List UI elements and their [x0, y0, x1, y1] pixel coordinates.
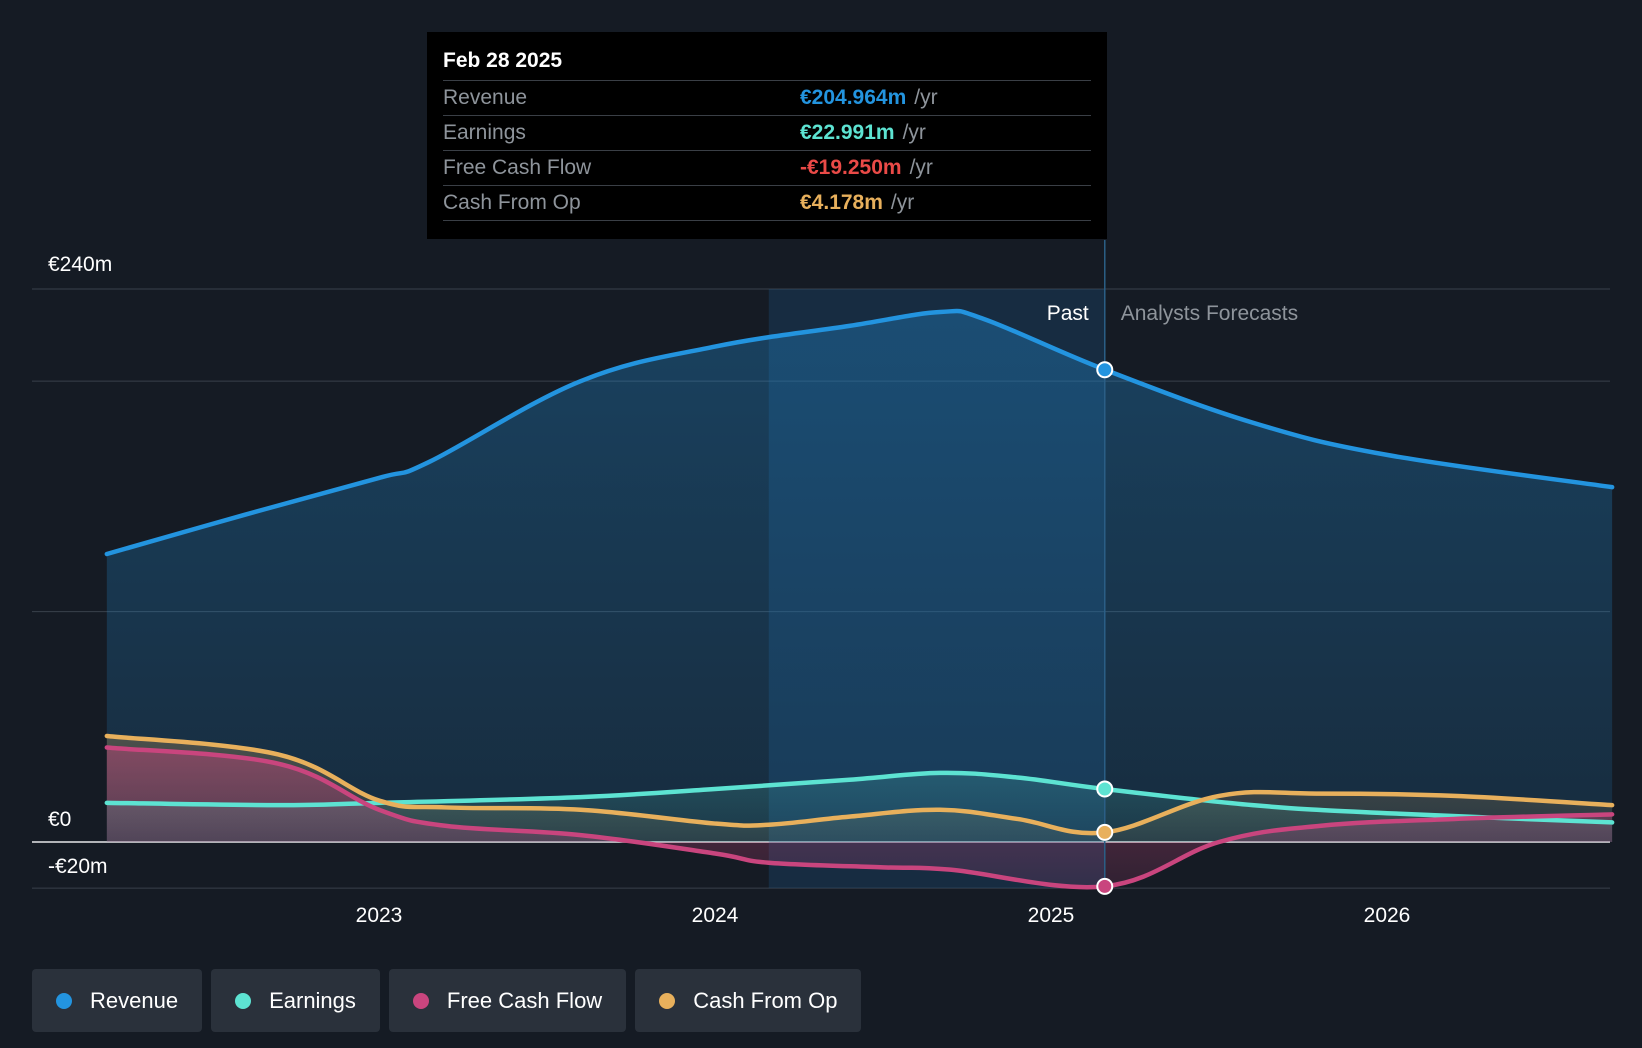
tooltip-row-cash-from-op: Cash From Op €4.178m /yr — [443, 185, 1091, 221]
y-axis-label: €0 — [48, 808, 71, 831]
legend-dot-icon — [659, 992, 676, 1009]
area-earnings — [106, 772, 1613, 842]
series-line-revenue — [104, 308, 1615, 557]
marker-revenue — [1096, 361, 1114, 379]
series-line-earnings — [104, 770, 1615, 825]
tooltip-unit: /yr — [890, 191, 915, 214]
legend-item-cash-from-op[interactable]: Cash From Op — [635, 969, 862, 1032]
x-axis-tick-label: 2026 — [1364, 904, 1411, 927]
legend-label: Free Cash Flow — [446, 987, 603, 1013]
tooltip-value: €204.964m — [800, 86, 907, 109]
series-line-cfo — [104, 733, 1615, 836]
tooltip-unit: /yr — [902, 121, 926, 144]
tooltip-label: Earnings — [443, 121, 526, 144]
y-axis-label: -€20m — [48, 855, 108, 878]
tooltip-unit: /yr — [909, 156, 933, 179]
legend-label: Revenue — [90, 987, 179, 1013]
x-axis-tick-label: 2025 — [1028, 904, 1075, 927]
area-revenue — [106, 310, 1613, 842]
x-axis-tick-label: 2024 — [692, 904, 739, 927]
tooltip-unit: /yr — [914, 86, 938, 109]
legend-dot-icon — [235, 992, 252, 1009]
legend: Revenue Earnings Free Cash Flow Cash Fro… — [32, 969, 862, 1032]
series-line-fcf — [104, 745, 1615, 890]
y-axis-label: €240m — [48, 253, 112, 276]
tooltip-date: Feb 28 2025 — [443, 49, 563, 72]
tooltip-value: €4.178m — [800, 191, 883, 214]
forecast-label: Analysts Forecasts — [1121, 302, 1298, 325]
legend-item-revenue[interactable]: Revenue — [32, 969, 203, 1032]
legend-dot-icon — [56, 992, 72, 1009]
tooltip-label: Free Cash Flow — [443, 156, 592, 179]
tooltip-row-revenue: Revenue €204.964m /yr — [443, 80, 1091, 115]
legend-item-earnings[interactable]: Earnings — [211, 969, 380, 1032]
tooltip-value: -€19.250m — [800, 156, 902, 179]
past-label: Past — [1047, 302, 1089, 325]
tooltip-value: €22.991m — [800, 121, 895, 144]
legend-label: Cash From Op — [693, 987, 838, 1013]
legend-item-free-cash-flow[interactable]: Free Cash Flow — [388, 969, 627, 1032]
x-axis-tick-label: 2023 — [356, 904, 403, 927]
tooltip-row-free-cash-flow: Free Cash Flow -€19.250m /yr — [443, 150, 1091, 185]
tooltip-label: Cash From Op — [443, 191, 581, 214]
legend-label: Earnings — [269, 987, 356, 1013]
marker-cfo — [1096, 823, 1114, 841]
tooltip-label: Revenue — [443, 86, 528, 109]
marker-earnings — [1096, 780, 1114, 798]
marker-fcf — [1096, 877, 1114, 895]
tooltip: Feb 28 2025 Revenue €204.964m /yr Earnin… — [427, 32, 1107, 239]
legend-dot-icon — [412, 992, 429, 1009]
tooltip-row-earnings: Earnings €22.991m /yr — [443, 115, 1091, 150]
